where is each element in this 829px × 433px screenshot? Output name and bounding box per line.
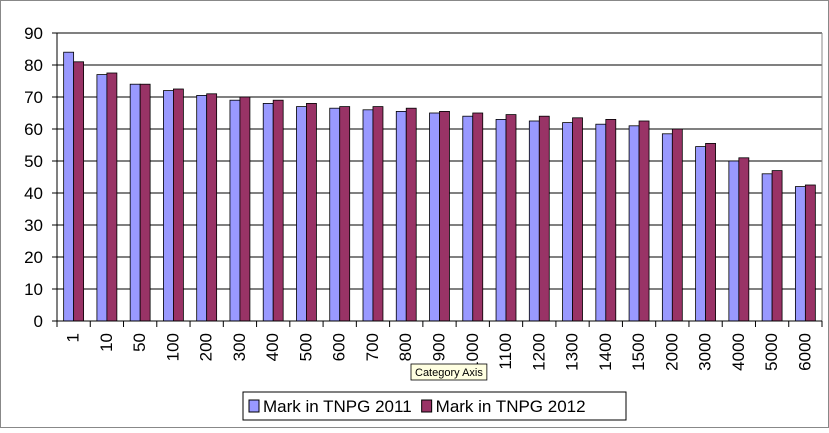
bar bbox=[129, 83, 141, 322]
bar bbox=[595, 123, 607, 322]
bar bbox=[262, 103, 274, 322]
x-tick-label: 1200 bbox=[529, 333, 548, 371]
bar bbox=[239, 96, 251, 322]
y-tick-label: 60 bbox=[24, 120, 43, 139]
x-tick-label: 10 bbox=[97, 333, 116, 352]
bar bbox=[272, 99, 284, 322]
bar bbox=[439, 111, 450, 322]
bar bbox=[671, 128, 683, 322]
y-tick-label: 30 bbox=[24, 216, 43, 235]
bar bbox=[106, 72, 118, 322]
bar bbox=[528, 120, 540, 322]
bar bbox=[538, 115, 550, 322]
x-tick-label: 700 bbox=[363, 333, 382, 361]
x-tick-label: 1400 bbox=[596, 333, 615, 371]
y-tick-label: 0 bbox=[34, 312, 43, 331]
legend-label: Mark in TNPG 2011 bbox=[263, 397, 412, 416]
bar bbox=[196, 95, 208, 322]
bar bbox=[804, 184, 816, 322]
bar bbox=[429, 112, 440, 322]
x-tick-label: 4000 bbox=[729, 333, 748, 371]
x-tick-label: 6000 bbox=[795, 333, 814, 371]
x-tick-label: 5000 bbox=[762, 333, 781, 371]
y-tick-label: 80 bbox=[24, 56, 43, 75]
bar bbox=[495, 119, 507, 322]
y-tick-label: 10 bbox=[24, 280, 43, 299]
bar bbox=[572, 117, 583, 322]
tooltip: Category Axis bbox=[410, 363, 488, 381]
x-tick-label: 400 bbox=[263, 333, 282, 361]
x-tick-label: 500 bbox=[296, 333, 315, 361]
bar bbox=[63, 51, 75, 322]
bar bbox=[96, 74, 108, 322]
bar bbox=[405, 107, 417, 322]
bar bbox=[139, 83, 151, 322]
x-tick-label: 1000 bbox=[463, 333, 482, 371]
bar bbox=[229, 99, 241, 322]
bar bbox=[505, 114, 517, 322]
y-tick-label: 90 bbox=[24, 24, 43, 43]
x-tick-label: 800 bbox=[396, 333, 415, 361]
bar bbox=[339, 106, 351, 322]
bar bbox=[395, 111, 407, 322]
bar bbox=[738, 157, 750, 322]
bar bbox=[695, 146, 706, 322]
legend-swatch bbox=[421, 399, 433, 413]
bar bbox=[562, 122, 573, 322]
x-tick-label: 200 bbox=[197, 333, 216, 361]
x-tick-label: 1100 bbox=[496, 333, 515, 370]
bar bbox=[163, 90, 174, 322]
x-tick-label: 50 bbox=[130, 333, 149, 352]
tooltip-box bbox=[410, 363, 488, 381]
bar bbox=[173, 88, 184, 322]
bar bbox=[206, 93, 218, 322]
bar bbox=[296, 106, 307, 322]
bar bbox=[329, 107, 341, 322]
bar bbox=[362, 109, 374, 322]
x-tick-label: 600 bbox=[330, 333, 349, 361]
x-tick-label: 1300 bbox=[563, 333, 582, 371]
bar bbox=[73, 61, 85, 322]
legend: Mark in TNPG 2011 Mark in TNPG 2012 bbox=[242, 391, 627, 421]
x-tick-label: 900 bbox=[430, 333, 449, 361]
bar bbox=[705, 142, 716, 322]
y-tick-label: 40 bbox=[24, 184, 43, 203]
bar bbox=[771, 170, 783, 322]
bar bbox=[605, 119, 617, 322]
x-tick-label: 100 bbox=[163, 333, 182, 361]
bar bbox=[761, 173, 773, 322]
y-tick-label: 50 bbox=[24, 152, 43, 171]
x-tick-label: 3000 bbox=[696, 333, 715, 371]
y-tick-label: 70 bbox=[24, 88, 43, 107]
bar bbox=[728, 160, 740, 322]
x-tick-label: 2000 bbox=[662, 333, 681, 371]
bar bbox=[472, 112, 484, 322]
legend-label: Mark in TNPG 2012 bbox=[436, 397, 586, 416]
x-tick-label: 1 bbox=[64, 333, 83, 342]
bar bbox=[794, 186, 806, 322]
x-tick-label: 1500 bbox=[629, 333, 648, 371]
bar bbox=[372, 106, 384, 322]
y-tick-label: 20 bbox=[24, 248, 43, 267]
bar bbox=[638, 120, 650, 322]
bar bbox=[628, 125, 640, 322]
bar bbox=[462, 115, 474, 322]
x-tick-label: 300 bbox=[230, 333, 249, 361]
legend-swatch bbox=[248, 399, 260, 413]
bar bbox=[306, 103, 317, 322]
tooltip-text: Category Axis bbox=[415, 367, 483, 379]
bar bbox=[661, 133, 673, 322]
legend-box bbox=[242, 391, 627, 421]
